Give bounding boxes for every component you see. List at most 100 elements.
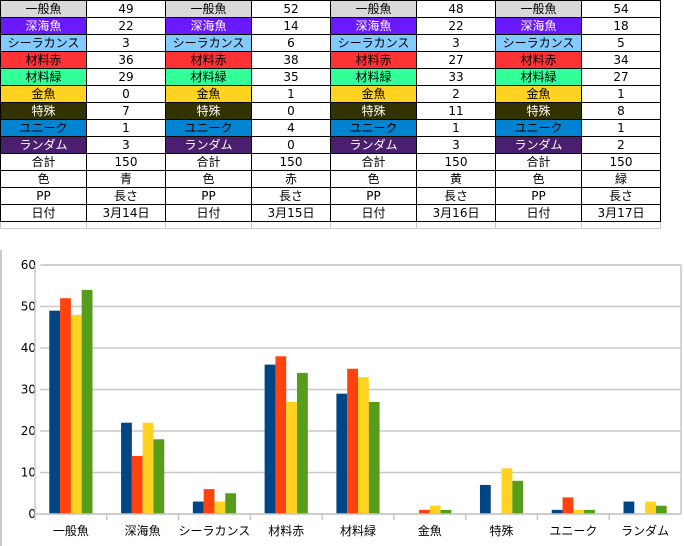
category-cell[interactable]: 一般魚	[165, 0, 252, 18]
category-cell[interactable]: シーラカンス	[165, 34, 252, 52]
value-cell[interactable]: 2	[416, 85, 496, 103]
category-cell[interactable]: 深海魚	[0, 17, 87, 35]
category-cell[interactable]: シーラカンス	[330, 34, 417, 52]
category-cell[interactable]: 金魚	[165, 85, 252, 103]
category-cell[interactable]: 深海魚	[330, 17, 417, 35]
value-cell[interactable]: 27	[581, 68, 661, 86]
category-cell[interactable]: 金魚	[0, 85, 87, 103]
value-cell[interactable]: 1	[581, 85, 661, 103]
color-value-cell[interactable]: 緑	[581, 170, 661, 188]
value-cell[interactable]: 0	[251, 102, 331, 120]
value-cell[interactable]: 14	[251, 17, 331, 35]
value-cell[interactable]: 54	[581, 0, 661, 18]
category-cell[interactable]: 一般魚	[330, 0, 417, 18]
date-value-cell[interactable]: 3月17日	[581, 204, 661, 222]
value-cell[interactable]: 29	[86, 68, 166, 86]
value-cell[interactable]: 1	[416, 119, 496, 137]
category-cell[interactable]: 深海魚	[495, 17, 582, 35]
category-cell[interactable]: 材料赤	[0, 51, 87, 69]
category-cell[interactable]: 深海魚	[165, 17, 252, 35]
category-cell[interactable]: 材料緑	[165, 68, 252, 86]
total-value-cell[interactable]: 150	[251, 153, 331, 171]
category-cell[interactable]: ユニーク	[495, 119, 582, 137]
category-cell[interactable]: 材料緑	[0, 68, 87, 86]
category-cell[interactable]: 材料緑	[495, 68, 582, 86]
category-cell[interactable]: ユニーク	[165, 119, 252, 137]
value-cell[interactable]: 4	[251, 119, 331, 137]
category-cell[interactable]: 材料緑	[330, 68, 417, 86]
value-cell[interactable]: 34	[581, 51, 661, 69]
category-cell[interactable]: 一般魚	[0, 0, 87, 18]
category-cell[interactable]: ユニーク	[330, 119, 417, 137]
value-cell[interactable]: 48	[416, 0, 496, 18]
category-cell[interactable]: ユニーク	[0, 119, 87, 137]
category-cell[interactable]: 一般魚	[495, 0, 582, 18]
value-cell[interactable]: 27	[416, 51, 496, 69]
value-cell[interactable]: 1	[251, 85, 331, 103]
pp-label-cell[interactable]: PP	[495, 187, 582, 205]
value-cell[interactable]: 0	[251, 136, 331, 154]
value-cell[interactable]: 3	[416, 34, 496, 52]
value-cell[interactable]: 8	[581, 102, 661, 120]
value-cell[interactable]: 3	[86, 136, 166, 154]
pp-value-cell[interactable]: 長さ	[581, 187, 661, 205]
pp-label-cell[interactable]: PP	[0, 187, 87, 205]
category-cell[interactable]: シーラカンス	[0, 34, 87, 52]
total-value-cell[interactable]: 150	[86, 153, 166, 171]
date-label-cell[interactable]: 日付	[495, 204, 582, 222]
value-cell[interactable]: 7	[86, 102, 166, 120]
color-value-cell[interactable]: 赤	[251, 170, 331, 188]
category-cell[interactable]: ランダム	[0, 136, 87, 154]
color-label-cell[interactable]: 色	[0, 170, 87, 188]
value-cell[interactable]: 6	[251, 34, 331, 52]
total-label-cell[interactable]: 合計	[495, 153, 582, 171]
value-cell[interactable]: 38	[251, 51, 331, 69]
value-cell[interactable]: 3	[86, 34, 166, 52]
category-cell[interactable]: 特殊	[165, 102, 252, 120]
date-value-cell[interactable]: 3月15日	[251, 204, 331, 222]
category-cell[interactable]: 材料赤	[330, 51, 417, 69]
value-cell[interactable]: 1	[581, 119, 661, 137]
date-value-cell[interactable]: 3月16日	[416, 204, 496, 222]
category-cell[interactable]: 金魚	[330, 85, 417, 103]
total-value-cell[interactable]: 150	[416, 153, 496, 171]
value-cell[interactable]: 22	[416, 17, 496, 35]
value-cell[interactable]: 5	[581, 34, 661, 52]
total-label-cell[interactable]: 合計	[330, 153, 417, 171]
color-value-cell[interactable]: 黄	[416, 170, 496, 188]
category-cell[interactable]: 材料赤	[165, 51, 252, 69]
category-cell[interactable]: 材料赤	[495, 51, 582, 69]
color-label-cell[interactable]: 色	[330, 170, 417, 188]
value-cell[interactable]: 0	[86, 85, 166, 103]
value-cell[interactable]: 2	[581, 136, 661, 154]
pp-label-cell[interactable]: PP	[330, 187, 417, 205]
value-cell[interactable]: 1	[86, 119, 166, 137]
pp-value-cell[interactable]: 長さ	[251, 187, 331, 205]
value-cell[interactable]: 35	[251, 68, 331, 86]
pp-value-cell[interactable]: 長さ	[416, 187, 496, 205]
color-label-cell[interactable]: 色	[495, 170, 582, 188]
date-label-cell[interactable]: 日付	[0, 204, 87, 222]
value-cell[interactable]: 52	[251, 0, 331, 18]
date-label-cell[interactable]: 日付	[165, 204, 252, 222]
category-cell[interactable]: 特殊	[495, 102, 582, 120]
category-cell[interactable]: ランダム	[165, 136, 252, 154]
category-cell[interactable]: シーラカンス	[495, 34, 582, 52]
total-value-cell[interactable]: 150	[581, 153, 661, 171]
value-cell[interactable]: 22	[86, 17, 166, 35]
value-cell[interactable]: 18	[581, 17, 661, 35]
category-cell[interactable]: 金魚	[495, 85, 582, 103]
category-cell[interactable]: 特殊	[0, 102, 87, 120]
date-value-cell[interactable]: 3月14日	[86, 204, 166, 222]
value-cell[interactable]: 33	[416, 68, 496, 86]
date-label-cell[interactable]: 日付	[330, 204, 417, 222]
value-cell[interactable]: 49	[86, 0, 166, 18]
category-cell[interactable]: ランダム	[495, 136, 582, 154]
category-cell[interactable]: ランダム	[330, 136, 417, 154]
total-label-cell[interactable]: 合計	[0, 153, 87, 171]
pp-label-cell[interactable]: PP	[165, 187, 252, 205]
value-cell[interactable]: 11	[416, 102, 496, 120]
color-label-cell[interactable]: 色	[165, 170, 252, 188]
pp-value-cell[interactable]: 長さ	[86, 187, 166, 205]
value-cell[interactable]: 3	[416, 136, 496, 154]
